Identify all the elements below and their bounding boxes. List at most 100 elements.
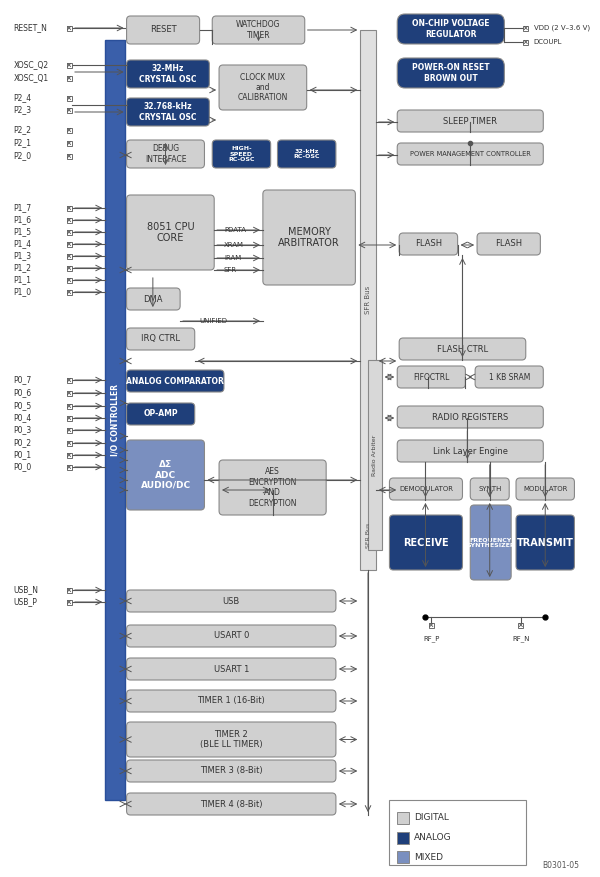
FancyBboxPatch shape <box>397 143 543 165</box>
Text: VDD (2 V–3.6 V): VDD (2 V–3.6 V) <box>533 25 590 32</box>
Text: 1 KB SRAM: 1 KB SRAM <box>488 373 530 381</box>
FancyBboxPatch shape <box>127 98 209 126</box>
Bar <box>105 40 125 800</box>
Bar <box>397 832 409 844</box>
Text: DIGITAL: DIGITAL <box>414 814 449 823</box>
FancyBboxPatch shape <box>127 403 195 425</box>
Text: 32.768-kHz
CRYSTAL OSC: 32.768-kHz CRYSTAL OSC <box>139 103 197 122</box>
Text: P1_4: P1_4 <box>14 239 32 248</box>
Text: RECEIVE: RECEIVE <box>403 538 449 547</box>
Text: OP-AMP: OP-AMP <box>143 410 178 418</box>
Bar <box>360 30 376 570</box>
Text: FIFOCTRL: FIFOCTRL <box>413 373 449 381</box>
Text: RESET: RESET <box>150 25 176 34</box>
Bar <box>523 39 528 45</box>
Text: P0_7: P0_7 <box>14 375 32 384</box>
FancyBboxPatch shape <box>212 140 271 168</box>
FancyBboxPatch shape <box>399 233 458 255</box>
Text: MODULATOR: MODULATOR <box>523 486 568 492</box>
Text: ΔΣ
ADC
AUDIO/DC: ΔΣ ADC AUDIO/DC <box>140 460 191 490</box>
Text: Link Layer Engine: Link Layer Engine <box>433 446 508 455</box>
Bar <box>389 800 526 865</box>
Bar <box>67 127 71 132</box>
Text: TIMER 3 (8-Bit): TIMER 3 (8-Bit) <box>200 766 263 775</box>
Text: IRQ CTRL: IRQ CTRL <box>141 334 180 344</box>
Text: TIMER 1 (16-Bit): TIMER 1 (16-Bit) <box>197 696 265 705</box>
Text: PDATA: PDATA <box>224 227 246 233</box>
Text: SFR Bus: SFR Bus <box>365 286 371 314</box>
FancyBboxPatch shape <box>397 406 543 428</box>
Text: FLASH CTRL: FLASH CTRL <box>437 345 488 353</box>
Text: P2_1: P2_1 <box>14 139 32 147</box>
Bar <box>67 140 71 146</box>
Text: SLEEP TIMER: SLEEP TIMER <box>443 117 497 125</box>
Text: 32-kHz
RC-OSC: 32-kHz RC-OSC <box>293 148 320 160</box>
Text: ANALOG COMPARATOR: ANALOG COMPARATOR <box>127 376 224 386</box>
Bar <box>67 600 71 604</box>
Bar <box>67 75 71 81</box>
Text: P0_6: P0_6 <box>14 389 32 397</box>
Text: 32-MHz
CRYSTAL OSC: 32-MHz CRYSTAL OSC <box>139 64 197 83</box>
Bar <box>67 588 71 593</box>
Bar <box>67 153 71 159</box>
Text: RF_P: RF_P <box>423 635 440 642</box>
Bar <box>67 217 71 223</box>
Bar <box>67 416 71 420</box>
Bar <box>67 465 71 469</box>
Bar <box>368 360 382 550</box>
Text: RADIO REGISTERS: RADIO REGISTERS <box>432 412 508 422</box>
Text: P2_3: P2_3 <box>14 105 32 115</box>
FancyBboxPatch shape <box>219 460 326 515</box>
Text: DEBUG
INTERFACE: DEBUG INTERFACE <box>145 145 186 164</box>
Bar <box>397 851 409 863</box>
Text: FLASH: FLASH <box>415 239 442 248</box>
Bar <box>397 812 409 824</box>
Bar <box>67 96 71 101</box>
Text: P1_3: P1_3 <box>14 252 32 260</box>
FancyBboxPatch shape <box>127 793 336 815</box>
Bar <box>67 453 71 458</box>
Text: TIMER 2
(BLE LL TIMER): TIMER 2 (BLE LL TIMER) <box>200 730 263 749</box>
FancyBboxPatch shape <box>397 366 466 388</box>
Bar <box>523 25 528 31</box>
Text: SFR Bus: SFR Bus <box>365 523 371 547</box>
FancyBboxPatch shape <box>470 478 509 500</box>
Bar <box>518 623 523 628</box>
Text: MEMORY
ARBITRATOR: MEMORY ARBITRATOR <box>278 226 340 248</box>
Text: P0_5: P0_5 <box>14 402 32 410</box>
Text: USB: USB <box>223 596 240 605</box>
Text: DCOUPL: DCOUPL <box>533 39 562 45</box>
FancyBboxPatch shape <box>516 515 574 570</box>
FancyBboxPatch shape <box>127 590 336 612</box>
Text: USB_P: USB_P <box>14 597 38 607</box>
FancyBboxPatch shape <box>397 440 543 462</box>
Text: RF_N: RF_N <box>512 635 530 642</box>
Bar <box>67 403 71 409</box>
FancyBboxPatch shape <box>127 195 214 270</box>
FancyBboxPatch shape <box>397 58 505 88</box>
Text: DEMODULATOR: DEMODULATOR <box>399 486 453 492</box>
Bar <box>67 427 71 432</box>
Text: UNIFIED: UNIFIED <box>200 318 227 324</box>
Bar <box>67 253 71 259</box>
Text: P1_6: P1_6 <box>14 216 32 225</box>
Text: P1_7: P1_7 <box>14 203 32 212</box>
FancyBboxPatch shape <box>127 328 195 350</box>
Text: MIXED: MIXED <box>414 852 443 861</box>
FancyBboxPatch shape <box>389 515 463 570</box>
Text: P2_0: P2_0 <box>14 152 32 160</box>
Text: P0_4: P0_4 <box>14 413 32 423</box>
Text: POWER-ON RESET
BROWN OUT: POWER-ON RESET BROWN OUT <box>412 63 490 82</box>
FancyBboxPatch shape <box>127 440 205 510</box>
Bar <box>67 230 71 234</box>
Text: P2_4: P2_4 <box>14 94 32 103</box>
Text: XOSC_Q1: XOSC_Q1 <box>14 74 49 82</box>
Bar <box>67 440 71 446</box>
Text: SFR: SFR <box>224 267 237 273</box>
Text: 8051 CPU
CORE: 8051 CPU CORE <box>146 222 194 243</box>
FancyBboxPatch shape <box>127 722 336 757</box>
Text: ANALOG: ANALOG <box>414 833 451 843</box>
Text: TIMER 4 (8-Bit): TIMER 4 (8-Bit) <box>200 800 262 809</box>
Bar <box>67 241 71 246</box>
FancyBboxPatch shape <box>397 14 505 44</box>
